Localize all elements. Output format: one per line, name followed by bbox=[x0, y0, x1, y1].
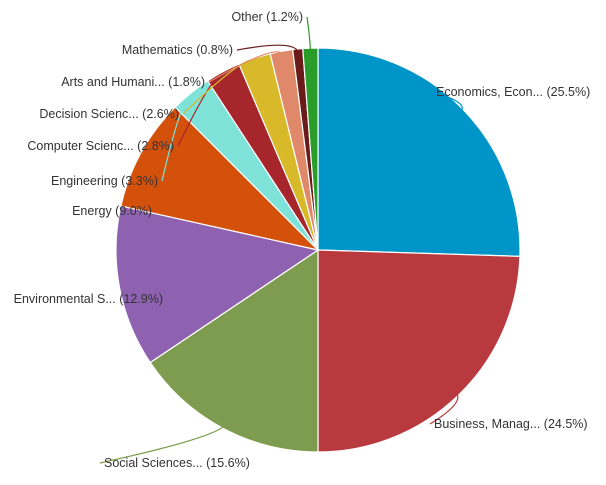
slice-label-other: Other (1.2%) bbox=[231, 10, 303, 24]
slice-label-energy: Energy (9.0%) bbox=[72, 204, 152, 218]
pie-slice-environmental-s[interactable] bbox=[115, 205, 320, 364]
pie-slice-energy[interactable] bbox=[120, 106, 320, 252]
slice-label-arts-and-humani: Arts and Humani... (1.8%) bbox=[61, 75, 205, 89]
pie-slice-economics-econ[interactable] bbox=[317, 47, 521, 257]
slice-label-decision-scienc: Decision Scienc... (2.6%) bbox=[39, 107, 179, 121]
leader-line-business-manag bbox=[429, 391, 459, 425]
slice-label-economics-econ: Economics, Econ... (25.5%) bbox=[436, 85, 590, 99]
pie-slice-social-sciences[interactable] bbox=[149, 248, 319, 453]
leader-line-other bbox=[306, 16, 312, 53]
slices-layer bbox=[115, 47, 521, 453]
leader-line-decision-scienc bbox=[182, 59, 257, 115]
slice-label-social-sciences: Social Sciences... (15.6%) bbox=[104, 456, 250, 470]
leader-line-environmental-s bbox=[120, 285, 168, 300]
labels-layer: Economics, Econ... (25.5%) Business, Mana… bbox=[14, 10, 591, 470]
leader-line-arts-and-humani bbox=[208, 51, 283, 83]
leader-line-energy bbox=[139, 153, 157, 212]
leader-line-economics-econ bbox=[431, 91, 463, 113]
slice-label-environmental-s: Environmental S... (12.9%) bbox=[14, 292, 163, 306]
leader-lines-layer bbox=[99, 16, 463, 464]
leader-line-social-sciences bbox=[99, 424, 226, 464]
slice-label-computer-scienc: Computer Scienc... (2.8%) bbox=[27, 139, 174, 153]
slice-label-mathematics: Mathematics (0.8%) bbox=[122, 43, 233, 57]
leader-line-mathematics bbox=[236, 44, 299, 54]
leader-line-engineering bbox=[161, 94, 194, 182]
pie-slice-business-manag[interactable] bbox=[317, 249, 521, 453]
slice-label-engineering: Engineering (3.3%) bbox=[51, 174, 158, 188]
slice-label-business-manag: Business, Manag... (24.5%) bbox=[434, 417, 588, 431]
